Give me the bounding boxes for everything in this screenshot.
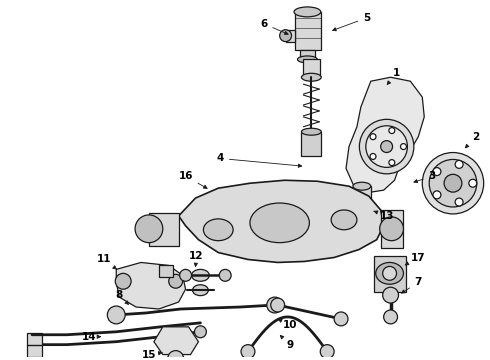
Circle shape — [280, 30, 292, 42]
Polygon shape — [354, 186, 371, 210]
Circle shape — [433, 191, 441, 199]
Polygon shape — [303, 59, 320, 77]
Ellipse shape — [294, 7, 321, 17]
Ellipse shape — [301, 128, 321, 135]
Ellipse shape — [192, 269, 209, 281]
Circle shape — [370, 153, 376, 159]
Polygon shape — [149, 213, 179, 246]
Ellipse shape — [429, 159, 477, 207]
Circle shape — [383, 266, 396, 280]
Ellipse shape — [359, 120, 414, 174]
Polygon shape — [301, 132, 321, 157]
Text: 5: 5 — [333, 13, 370, 31]
Text: 10: 10 — [278, 319, 297, 330]
Polygon shape — [294, 12, 321, 50]
Ellipse shape — [358, 217, 366, 222]
Circle shape — [115, 273, 131, 289]
Circle shape — [334, 312, 348, 326]
Text: 1: 1 — [387, 68, 400, 85]
Text: 8: 8 — [116, 290, 128, 305]
Circle shape — [469, 179, 477, 187]
Text: 6: 6 — [260, 19, 288, 35]
Ellipse shape — [193, 285, 208, 296]
Text: 3: 3 — [414, 171, 436, 183]
Polygon shape — [381, 210, 403, 248]
Circle shape — [455, 161, 463, 168]
Circle shape — [195, 326, 206, 338]
Circle shape — [219, 269, 231, 281]
Circle shape — [389, 127, 395, 134]
Text: 11: 11 — [97, 255, 117, 269]
Ellipse shape — [444, 174, 462, 192]
Ellipse shape — [301, 73, 321, 81]
Circle shape — [455, 198, 463, 206]
Circle shape — [135, 215, 163, 243]
Text: 2: 2 — [466, 132, 479, 148]
Text: 7: 7 — [402, 277, 422, 293]
Polygon shape — [159, 265, 172, 277]
Text: 12: 12 — [189, 251, 204, 266]
Polygon shape — [179, 180, 384, 262]
Circle shape — [320, 345, 334, 359]
Text: 14: 14 — [82, 332, 100, 342]
Ellipse shape — [422, 153, 484, 214]
Circle shape — [380, 217, 403, 241]
Polygon shape — [374, 256, 406, 292]
Ellipse shape — [297, 56, 318, 63]
Text: 13: 13 — [374, 211, 394, 221]
Text: 9: 9 — [280, 336, 293, 350]
Circle shape — [383, 287, 398, 303]
Circle shape — [271, 298, 285, 312]
Polygon shape — [300, 50, 316, 59]
Text: 15: 15 — [142, 350, 162, 360]
Circle shape — [384, 310, 397, 324]
Circle shape — [168, 351, 184, 360]
Circle shape — [400, 144, 406, 149]
Circle shape — [180, 269, 192, 281]
Circle shape — [241, 345, 255, 359]
Text: 4: 4 — [217, 153, 302, 167]
Ellipse shape — [250, 203, 309, 243]
Polygon shape — [27, 333, 42, 356]
Circle shape — [107, 306, 125, 324]
Ellipse shape — [331, 210, 357, 230]
Circle shape — [267, 297, 283, 313]
Ellipse shape — [366, 126, 407, 167]
Ellipse shape — [356, 207, 368, 213]
Circle shape — [389, 159, 395, 166]
Circle shape — [433, 168, 441, 176]
Polygon shape — [116, 262, 186, 309]
Circle shape — [169, 274, 183, 288]
Text: 16: 16 — [178, 171, 207, 188]
Text: 17: 17 — [405, 252, 426, 265]
Ellipse shape — [353, 182, 371, 190]
Ellipse shape — [381, 141, 392, 153]
Polygon shape — [346, 77, 424, 192]
Ellipse shape — [376, 262, 403, 284]
Circle shape — [370, 134, 376, 140]
Ellipse shape — [203, 219, 233, 241]
Polygon shape — [154, 327, 198, 355]
Polygon shape — [286, 30, 294, 42]
